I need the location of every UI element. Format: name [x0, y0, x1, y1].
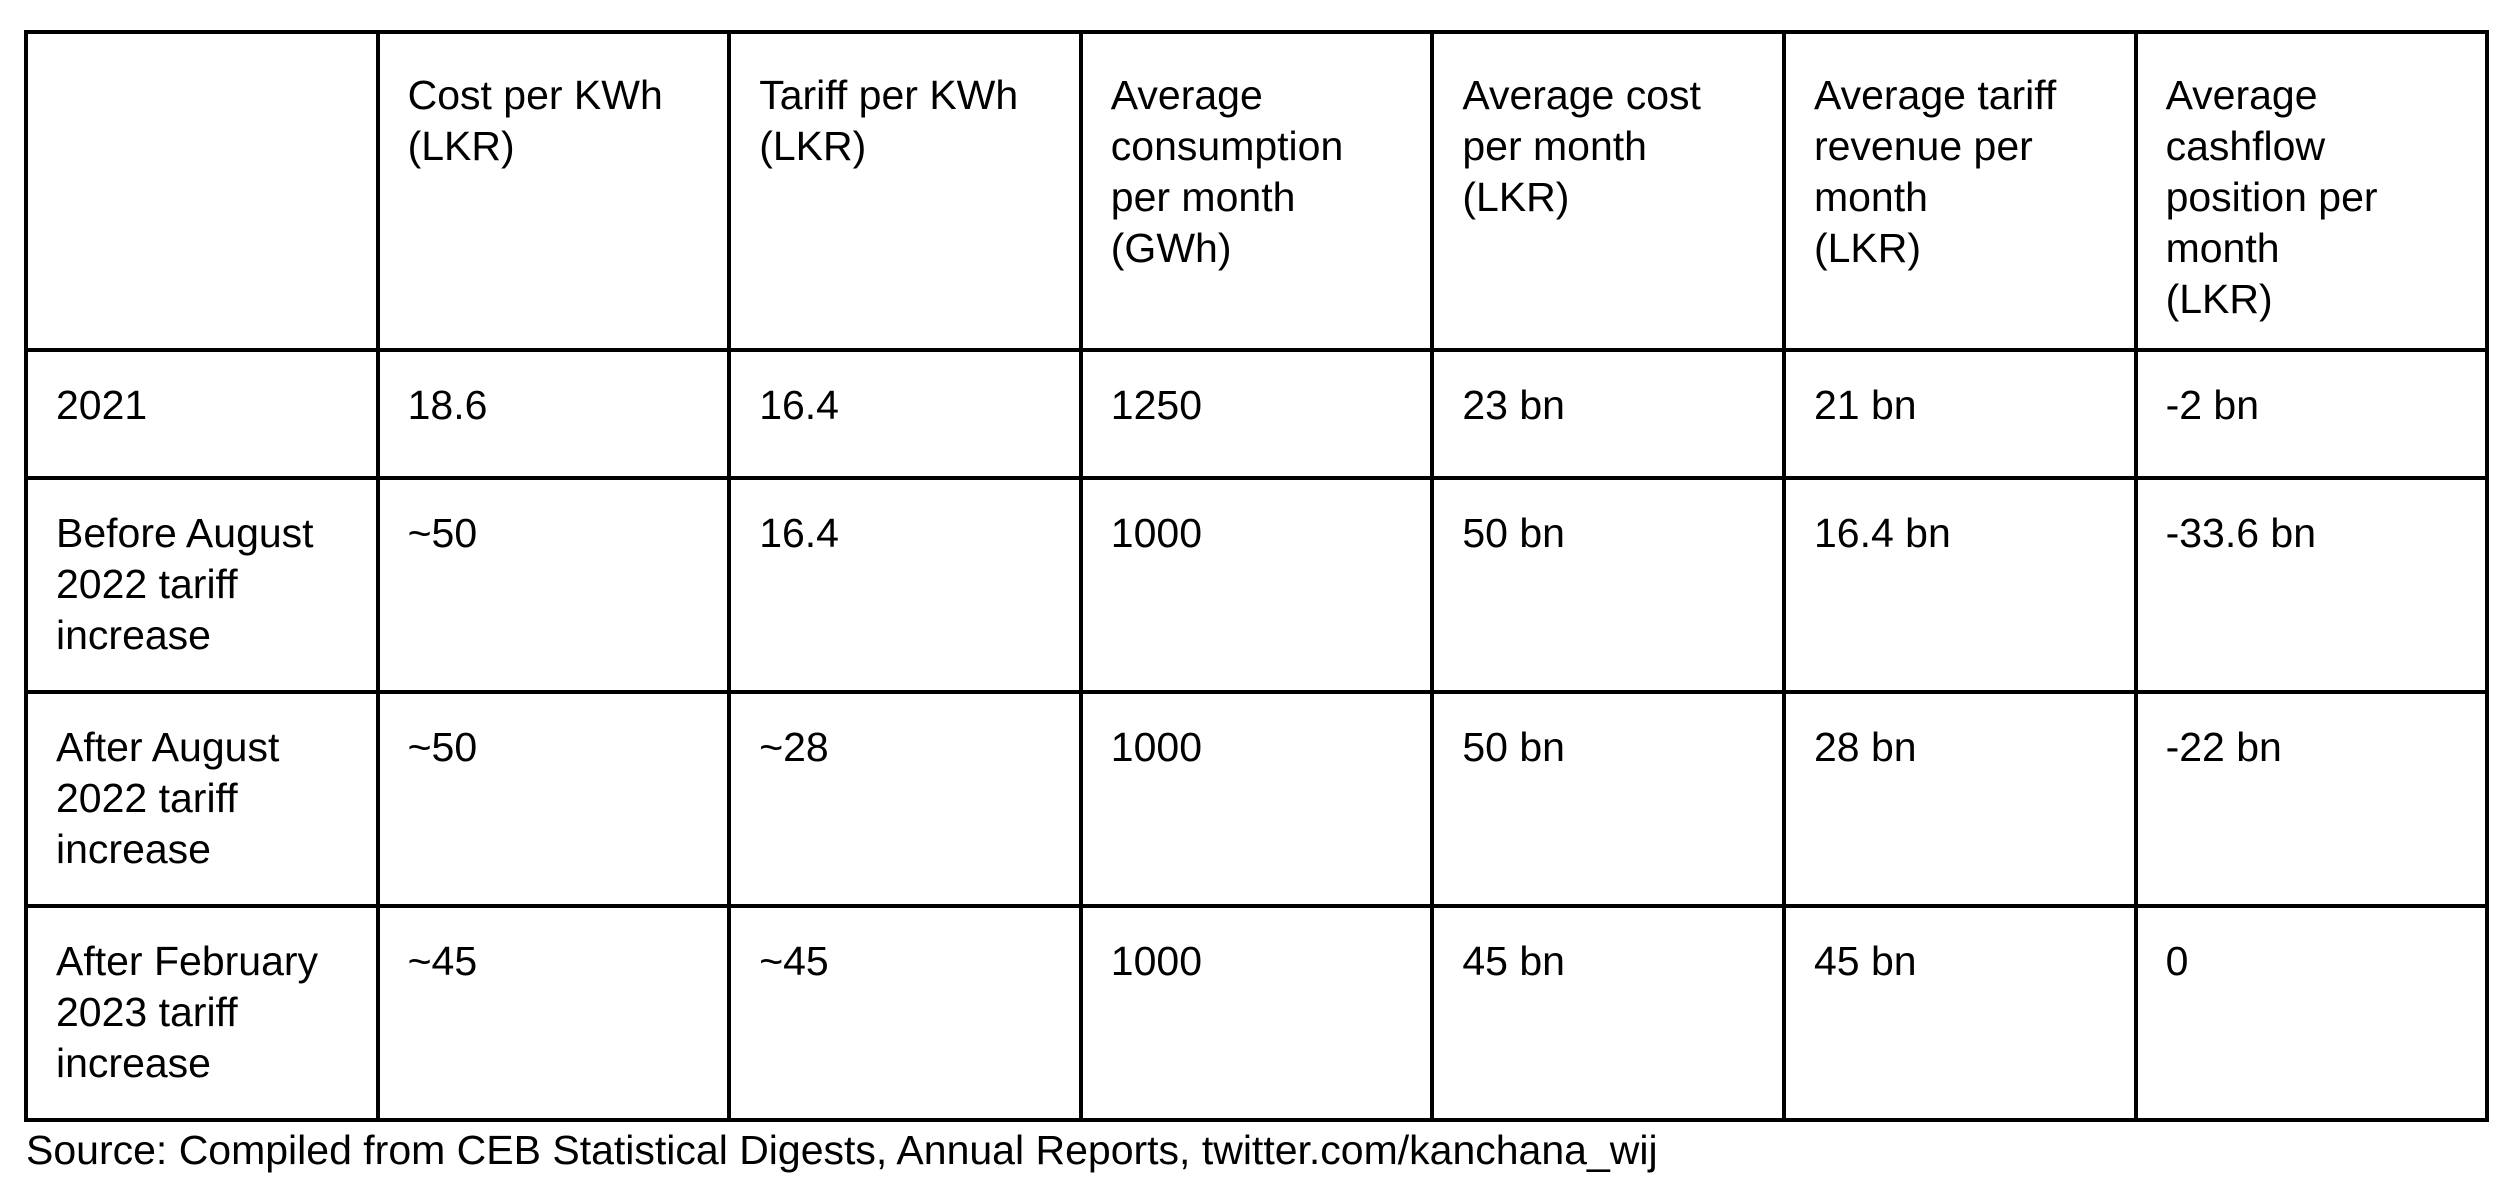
average-tariff-revenue-cell: 28 bn [1781, 690, 2138, 908]
row-label-cell: Before August 2022 tariff increase [24, 476, 380, 694]
table-body: 2021 18.6 16.4 1250 23 bn 21 bn -2 bn Be… [24, 348, 2490, 1122]
average-cashflow-cell: 0 [2133, 904, 2490, 1122]
header-cell-average-cost: Average cost per month (LKR) [1430, 30, 1786, 352]
header-cell-average-tariff-revenue: Average tariff revenue per month (LKR) [1781, 30, 2138, 352]
table-header: Cost per KWh (LKR) Tariff per KWh (LKR) … [24, 30, 2490, 352]
row-label-cell: After February 2023 tariff increase [24, 904, 380, 1122]
tariff-per-kwh-cell: 16.4 [727, 348, 1083, 480]
header-cell-cost-per-kwh: Cost per KWh (LKR) [375, 30, 732, 352]
tariff-per-kwh-cell: ~28 [727, 690, 1083, 908]
average-cost-cell: 23 bn [1430, 348, 1786, 480]
average-cost-cell: 50 bn [1430, 476, 1786, 694]
table-row: After August 2022 tariff increase ~50 ~2… [24, 690, 2490, 908]
average-cashflow-cell: -22 bn [2133, 690, 2490, 908]
tariff-per-kwh-cell: 16.4 [727, 476, 1083, 694]
average-consumption-cell: 1250 [1078, 348, 1435, 480]
cost-per-kwh-cell: ~50 [375, 690, 732, 908]
average-cashflow-cell: -2 bn [2133, 348, 2490, 480]
table-row: Before August 2022 tariff increase ~50 1… [24, 476, 2490, 694]
average-consumption-cell: 1000 [1078, 690, 1435, 908]
average-consumption-cell: 1000 [1078, 476, 1435, 694]
average-tariff-revenue-cell: 16.4 bn [1781, 476, 2138, 694]
header-row: Cost per KWh (LKR) Tariff per KWh (LKR) … [24, 30, 2490, 352]
average-tariff-revenue-cell: 45 bn [1781, 904, 2138, 1122]
header-cell-average-consumption: Average consumption per month (GWh) [1078, 30, 1435, 352]
average-tariff-revenue-cell: 21 bn [1781, 348, 2138, 480]
average-cashflow-cell: -33.6 bn [2133, 476, 2490, 694]
tariff-per-kwh-cell: ~45 [727, 904, 1083, 1122]
row-label-cell: After August 2022 tariff increase [24, 690, 380, 908]
source-note: Source: Compiled from CEB Statistical Di… [26, 1127, 1658, 1173]
cost-per-kwh-cell: 18.6 [375, 348, 732, 480]
average-cost-cell: 50 bn [1430, 690, 1786, 908]
table-row: After February 2023 tariff increase ~45 … [24, 904, 2490, 1122]
cost-tariff-table: Cost per KWh (LKR) Tariff per KWh (LKR) … [24, 30, 2490, 1122]
header-cell-row-label [24, 30, 380, 352]
table-row: 2021 18.6 16.4 1250 23 bn 21 bn -2 bn [24, 348, 2490, 480]
average-cost-cell: 45 bn [1430, 904, 1786, 1122]
cost-per-kwh-cell: ~50 [375, 476, 732, 694]
average-consumption-cell: 1000 [1078, 904, 1435, 1122]
header-cell-average-cashflow: Average cashflow position per month (LKR… [2133, 30, 2490, 352]
header-cell-tariff-per-kwh: Tariff per KWh (LKR) [727, 30, 1083, 352]
row-label-cell: 2021 [24, 348, 380, 480]
cost-per-kwh-cell: ~45 [375, 904, 732, 1122]
